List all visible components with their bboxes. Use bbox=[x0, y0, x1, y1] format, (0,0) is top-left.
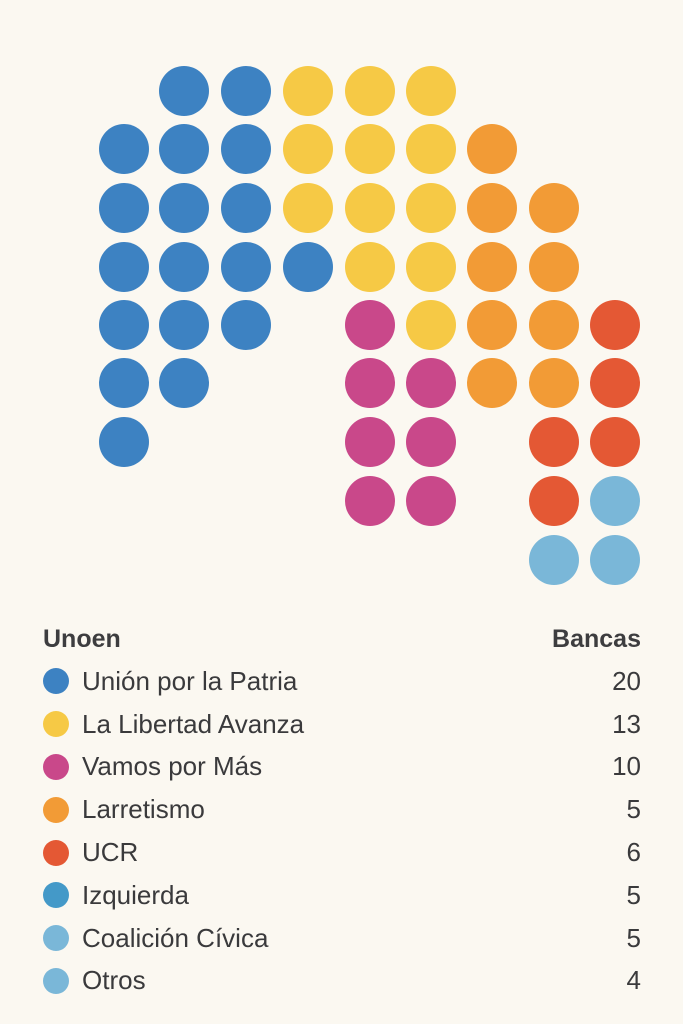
seat-dot bbox=[590, 535, 640, 585]
party-dot-icon bbox=[43, 668, 69, 695]
seat-dot bbox=[283, 124, 333, 174]
party-dot-icon bbox=[43, 925, 69, 952]
party-dot-icon bbox=[43, 796, 69, 823]
seat-dot bbox=[406, 66, 456, 116]
legend-item: Izquierda 5 bbox=[43, 874, 641, 917]
legend-item: Coalición Cívica 5 bbox=[43, 917, 641, 960]
seat-dot bbox=[159, 300, 209, 350]
legend-item: Vamos por Más 10 bbox=[43, 746, 641, 789]
seat-dot bbox=[590, 358, 640, 408]
party-dot-icon bbox=[43, 882, 69, 909]
seat-dot bbox=[345, 300, 395, 350]
seat-dot bbox=[159, 183, 209, 233]
legend-header-value: Bancas bbox=[552, 624, 641, 653]
seat-dot bbox=[529, 417, 579, 467]
seat-dot bbox=[345, 242, 395, 292]
seat-dot bbox=[221, 66, 271, 116]
seat-dot bbox=[529, 358, 579, 408]
legend-item: Otros 4 bbox=[43, 960, 641, 1003]
seat-dot bbox=[467, 183, 517, 233]
seat-dot bbox=[99, 124, 149, 174]
party-dot-icon bbox=[43, 839, 69, 866]
seat-chart bbox=[99, 66, 640, 585]
seat-dot bbox=[529, 476, 579, 526]
seat-dot bbox=[590, 300, 640, 350]
seat-dot bbox=[283, 66, 333, 116]
seat-dot bbox=[406, 124, 456, 174]
seat-dot bbox=[345, 183, 395, 233]
seat-dot bbox=[283, 242, 333, 292]
seat-dot bbox=[99, 300, 149, 350]
legend-item: La Libertad Avanza 13 bbox=[43, 703, 641, 746]
seat-dot bbox=[529, 535, 579, 585]
seat-dot bbox=[590, 417, 640, 467]
seat-dot bbox=[99, 183, 149, 233]
party-dot-icon bbox=[43, 967, 69, 994]
seat-dot bbox=[99, 358, 149, 408]
legend-item: Larretismo 5 bbox=[43, 788, 641, 831]
seat-dot bbox=[99, 417, 149, 467]
seat-dot bbox=[159, 242, 209, 292]
seat-dot bbox=[590, 476, 640, 526]
party-dot-icon bbox=[43, 711, 69, 738]
seat-dot bbox=[467, 124, 517, 174]
seat-dot bbox=[221, 242, 271, 292]
seat-dot bbox=[406, 183, 456, 233]
seat-dot bbox=[406, 300, 456, 350]
seat-dot bbox=[345, 124, 395, 174]
seat-dot bbox=[345, 66, 395, 116]
seat-dot bbox=[221, 300, 271, 350]
legend-item: UCR 6 bbox=[43, 831, 641, 874]
seat-dot bbox=[467, 300, 517, 350]
seat-dot bbox=[406, 242, 456, 292]
seat-dot bbox=[406, 476, 456, 526]
seat-dot bbox=[221, 124, 271, 174]
seat-dot bbox=[159, 66, 209, 116]
seat-dot bbox=[467, 358, 517, 408]
party-dot-icon bbox=[43, 753, 69, 780]
seat-dot bbox=[99, 242, 149, 292]
legend-header: Unoen Bancas bbox=[43, 618, 641, 660]
legend-header-label: Unoen bbox=[43, 624, 121, 653]
seat-dot bbox=[529, 242, 579, 292]
seat-dot bbox=[159, 358, 209, 408]
seat-dot bbox=[221, 183, 271, 233]
seat-dot bbox=[159, 124, 209, 174]
seat-dot bbox=[406, 358, 456, 408]
legend: Unoen Bancas Unión por la Patria 20 La Li… bbox=[43, 618, 641, 1002]
seat-dot bbox=[529, 183, 579, 233]
seat-dot bbox=[345, 417, 395, 467]
legend-item: Unión por la Patria 20 bbox=[43, 660, 641, 703]
seat-dot bbox=[467, 242, 517, 292]
seat-dot bbox=[406, 417, 456, 467]
seat-dot bbox=[529, 300, 579, 350]
seat-dot bbox=[345, 358, 395, 408]
seat-dot bbox=[283, 183, 333, 233]
seat-dot bbox=[345, 476, 395, 526]
